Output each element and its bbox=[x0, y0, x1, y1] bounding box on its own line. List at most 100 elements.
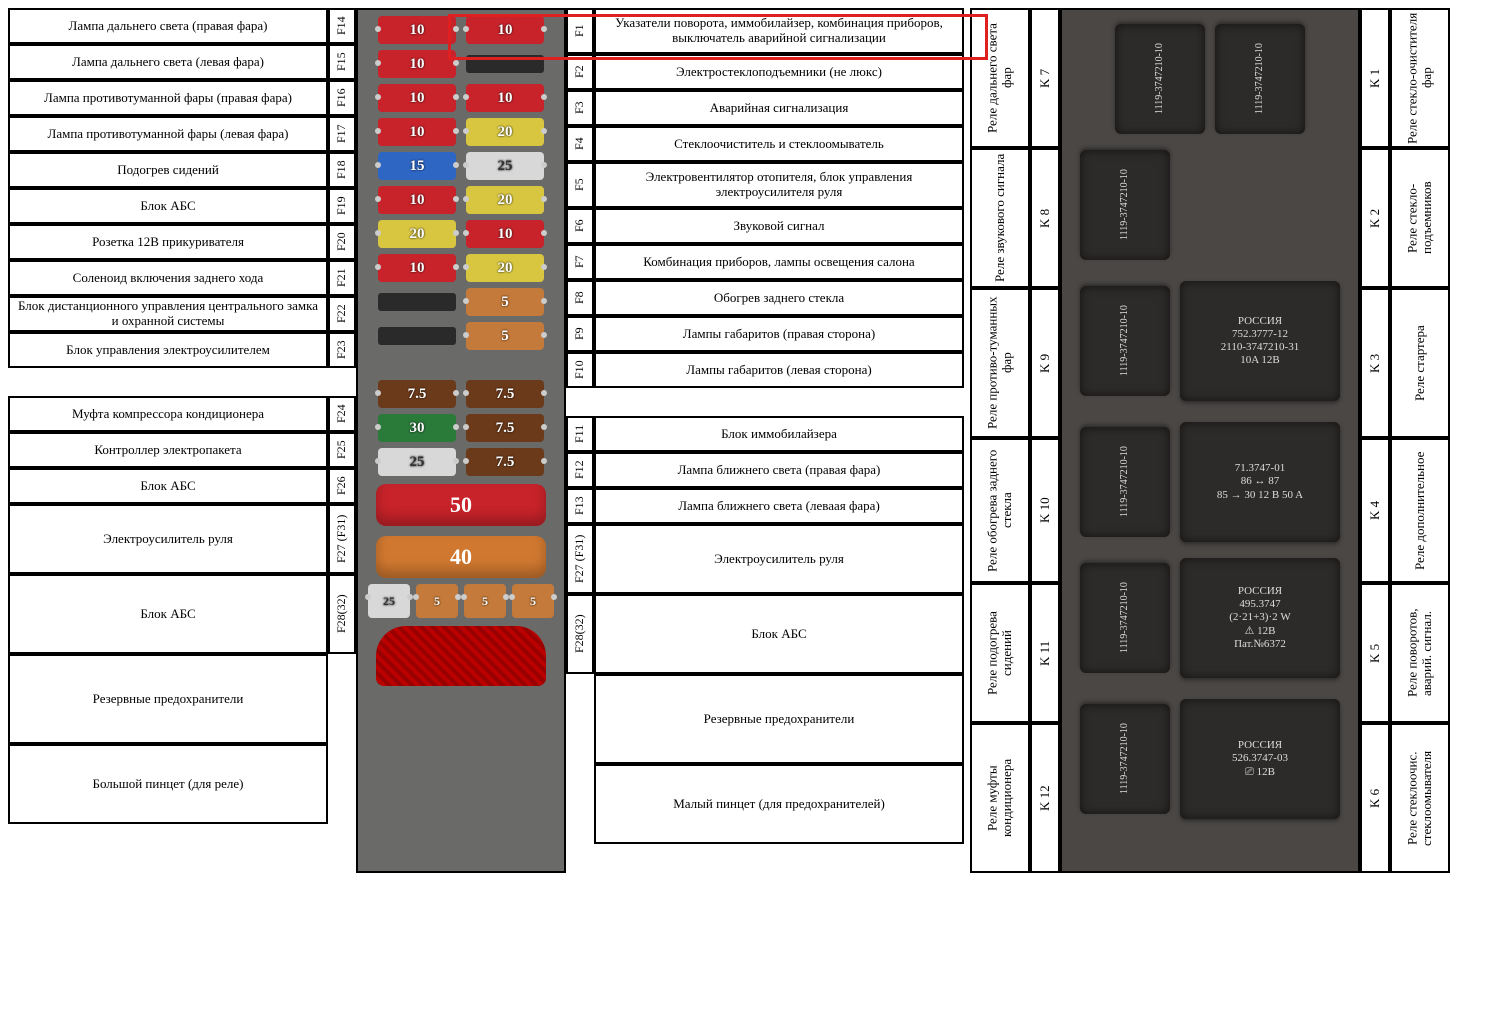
fuse-code-cell: F13 bbox=[566, 488, 594, 524]
fuse-10a: 10 bbox=[378, 50, 456, 78]
fuse-desc-cell: Электростеклоподъемники (не люкс) bbox=[594, 54, 964, 90]
relay-box-large: РОССИЯ 495.3747 (2·21+3)·2 W ⚠ 12B Пат.№… bbox=[1180, 558, 1340, 678]
relay-code-cell: K 6 bbox=[1360, 723, 1390, 873]
fuse-code-cell: F4 bbox=[566, 126, 594, 162]
diagram-root: Лампа дальнего света (правая фара)Лампа … bbox=[8, 8, 1492, 873]
fuse-desc-cell bbox=[594, 388, 964, 416]
relay-box-small: 1119-3747210-10 bbox=[1080, 286, 1170, 396]
fuse-7.5a: 7.5 bbox=[466, 414, 544, 442]
fuse-code-cell: F9 bbox=[566, 316, 594, 352]
fuse-desc-cell: Стеклоочиститель и стеклоомыватель bbox=[594, 126, 964, 162]
fuse-code-cell: F2 bbox=[566, 54, 594, 90]
fuse-desc-cell: Лампа ближнего света (правая фара) bbox=[594, 452, 964, 488]
fuse-5a: 5 bbox=[466, 288, 544, 316]
fuse-10a: 10 bbox=[466, 220, 544, 248]
fuse-desc-cell bbox=[8, 368, 328, 396]
big-fuse-40a: 40 bbox=[376, 536, 546, 578]
fuse-code-cell: F6 bbox=[566, 208, 594, 244]
fuse-10a: 10 bbox=[378, 118, 456, 146]
fuse-desc-cell: Электроусилитель руля bbox=[594, 524, 964, 594]
fuse-10a: 10 bbox=[466, 84, 544, 112]
relay-desc-cell: Реле обогрева заднего стекла bbox=[970, 438, 1030, 583]
fuse-20a: 20 bbox=[378, 220, 456, 248]
tweezer-icon bbox=[376, 626, 546, 686]
fuse-desc-cell: Муфта компрессора кондиционера bbox=[8, 396, 328, 432]
fuse-20a: 20 bbox=[466, 186, 544, 214]
fuse-desc-cell: Указатели поворота, иммобилайзер, комбин… bbox=[594, 8, 964, 54]
relay-section: Реле дальнего света фарРеле звукового си… bbox=[970, 8, 1450, 873]
fuse-desc-cell: Лампа противотуманной фары (левая фара) bbox=[8, 116, 328, 152]
relay-code-cell: K 8 bbox=[1030, 148, 1060, 288]
fuse-10a: 10 bbox=[378, 84, 456, 112]
fuse-desc-cell: Звуковой сигнал bbox=[594, 208, 964, 244]
fuse-desc-cell: Блок АБС bbox=[8, 574, 328, 654]
fuse-desc-cell: Лампа ближнего света (леваая фара) bbox=[594, 488, 964, 524]
fuse-code-cell: F28(32) bbox=[328, 574, 356, 654]
fuse-7.5a: 7.5 bbox=[466, 380, 544, 408]
relay-box-small: 1119-3747210-10 bbox=[1080, 563, 1170, 673]
fuse-code-cell: F20 bbox=[328, 224, 356, 260]
reserve-fuse: 5 bbox=[416, 584, 458, 618]
relay-right-desc-col: Реле стекло-очистителя фарРеле стекло-по… bbox=[1390, 8, 1450, 873]
empty-fuse-slot bbox=[378, 293, 456, 311]
reserve-fuse: 5 bbox=[464, 584, 506, 618]
fuse-desc-cell: Резервные предохранители bbox=[8, 654, 328, 744]
fuse-code-cell: F12 bbox=[566, 452, 594, 488]
fuse-desc-cell: Обогрев заднего стекла bbox=[594, 280, 964, 316]
fuse-7.5a: 7.5 bbox=[466, 448, 544, 476]
empty-fuse-slot bbox=[378, 327, 456, 345]
fuse-code-cell: F17 bbox=[328, 116, 356, 152]
relay-code-cell: K 5 bbox=[1360, 583, 1390, 723]
fuse-code-cell: F16 bbox=[328, 80, 356, 116]
fuse-10a: 10 bbox=[378, 186, 456, 214]
fuse-10a: 10 bbox=[378, 16, 456, 44]
fuse-section: Лампа дальнего света (правая фара)Лампа … bbox=[8, 8, 964, 873]
fuse-code-cell: F24 bbox=[328, 396, 356, 432]
relay-code-cell: K 12 bbox=[1030, 723, 1060, 873]
fuse-code-cell: F19 bbox=[328, 188, 356, 224]
fuse-desc-cell: Подогрев сидений bbox=[8, 152, 328, 188]
relay-box-small: 1119-3747210-10 bbox=[1115, 24, 1205, 134]
relay-desc-cell: Реле стекло-очистителя фар bbox=[1390, 8, 1450, 148]
fuse-25a: 25 bbox=[378, 448, 456, 476]
fuse-desc-cell: Малый пинцет (для предохранителей) bbox=[594, 764, 964, 844]
fuse-desc-cell: Большой пинцет (для реле) bbox=[8, 744, 328, 824]
fuse-code-cell: F25 bbox=[328, 432, 356, 468]
fuse-code-cell: F8 bbox=[566, 280, 594, 316]
relay-code-cell: K 11 bbox=[1030, 583, 1060, 723]
relay-desc-cell: Реле дальнего света фар bbox=[970, 8, 1030, 148]
relay-box-large: РОССИЯ 526.3747-03 ⎚ 12B bbox=[1180, 699, 1340, 819]
fuse-code-cell: F27 (F31) bbox=[328, 504, 356, 574]
fuse-code-cell: F26 bbox=[328, 468, 356, 504]
fuse-code-cell: F27 (F31) bbox=[566, 524, 594, 594]
big-fuse-50a: 50 bbox=[376, 484, 546, 526]
relay-desc-cell: Реле дополнительное bbox=[1390, 438, 1450, 583]
fuse-20a: 20 bbox=[466, 254, 544, 282]
relay-left-desc-col: Реле дальнего света фарРеле звукового си… bbox=[970, 8, 1030, 873]
fuse-10a: 10 bbox=[378, 254, 456, 282]
relay-code-cell: K 3 bbox=[1360, 288, 1390, 438]
fuse-desc-cell: Блок управления электроусилителем bbox=[8, 332, 328, 368]
fuse-25a: 25 bbox=[466, 152, 544, 180]
fuse-20a: 20 bbox=[466, 118, 544, 146]
fuse-desc-cell: Блок АБС bbox=[8, 188, 328, 224]
fuse-code-cell: F22 bbox=[328, 296, 356, 332]
fuse-code-cell: F7 bbox=[566, 244, 594, 280]
fuse-desc-cell: Контроллер электропакета bbox=[8, 432, 328, 468]
relay-desc-cell: Реле звукового сигнала bbox=[970, 148, 1030, 288]
relay-code-cell: K 1 bbox=[1360, 8, 1390, 148]
fuse-desc-cell: Розетка 12В прикуривателя bbox=[8, 224, 328, 260]
fuse-code-cell: F15 bbox=[328, 44, 356, 80]
fuse-desc-cell: Лампа дальнего света (правая фара) bbox=[8, 8, 328, 44]
fuse-30a: 30 bbox=[378, 414, 456, 442]
relay-desc-cell: Реле стекло-подъемников bbox=[1390, 148, 1450, 288]
fuse-desc-cell: Лампа дальнего света (левая фара) bbox=[8, 44, 328, 80]
fuse-7.5a: 7.5 bbox=[378, 380, 456, 408]
fuse-5a: 5 bbox=[466, 322, 544, 350]
fuse-desc-cell: Блок дистанционного управления центральн… bbox=[8, 296, 328, 332]
fuse-code-cell: F28(32) bbox=[566, 594, 594, 674]
relay-code-cell: K 4 bbox=[1360, 438, 1390, 583]
relay-desc-cell: Реле подогрева сидений bbox=[970, 583, 1030, 723]
relay-desc-cell: Реле поворотов, аварий. сигнал. bbox=[1390, 583, 1450, 723]
fuse-desc-cell: Комбинация приборов, лампы освещения сал… bbox=[594, 244, 964, 280]
